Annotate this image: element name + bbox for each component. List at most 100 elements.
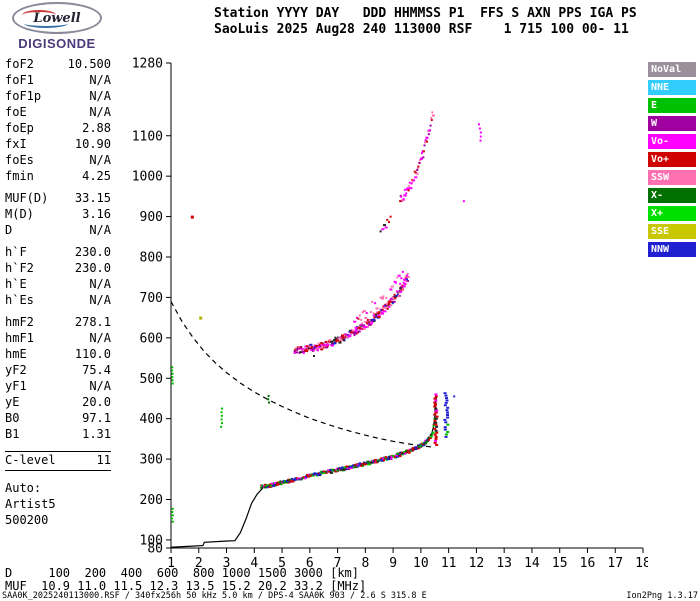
echo-point <box>384 456 387 458</box>
param-row: foEs N/A <box>5 153 111 169</box>
echo-point <box>434 393 438 396</box>
param-value: N/A <box>89 153 111 167</box>
echo-point <box>410 182 413 185</box>
echo-point <box>435 425 439 428</box>
echo-point <box>422 150 425 153</box>
echo-point <box>396 290 398 293</box>
echo-point <box>433 418 436 421</box>
echo-point <box>269 483 272 486</box>
status-file-info: SAA0K_2025240113000.RSF / 340fx256h 50 k… <box>2 591 427 601</box>
echo-point <box>393 280 397 283</box>
echo-point <box>323 344 327 347</box>
param-label: foE <box>5 105 27 119</box>
echo-point <box>399 282 402 285</box>
echo-point <box>355 466 358 468</box>
echo-point <box>339 340 342 343</box>
echo-point <box>389 288 393 291</box>
echo-point <box>274 482 276 485</box>
echo-point <box>356 316 358 319</box>
legend-item-noval: NoVal <box>648 62 696 77</box>
echo-point <box>380 309 383 312</box>
legend-item-x-: X+ <box>648 206 696 221</box>
echo-point <box>366 322 368 325</box>
echo-point <box>444 421 448 424</box>
param-label: fmin <box>5 169 34 183</box>
echo-point <box>415 172 419 175</box>
echo-point <box>220 418 223 421</box>
param-row: hmF2 278.1 <box>5 315 111 331</box>
echo-point <box>403 278 407 281</box>
echo-point <box>369 462 372 465</box>
echo-point <box>386 218 389 221</box>
echo-point <box>419 159 422 162</box>
echo-point <box>381 297 384 300</box>
echo-point <box>368 323 372 326</box>
station-header-columns: Station YYYY DAY DDD HHMMSS P1 FFS S AXN… <box>214 6 637 21</box>
echo-point <box>384 304 387 307</box>
echo-point <box>407 451 410 454</box>
echo-point <box>171 507 174 510</box>
echo-point <box>433 413 437 416</box>
param-value: 10.90 <box>74 137 111 151</box>
echo-point <box>430 433 433 436</box>
echo-point <box>390 285 394 288</box>
param-group: foF2 10.500 foF1 N/A foF1p N/A foE N/A foEp 2.88 f… <box>5 57 111 185</box>
x-tick-label: 1 <box>167 556 175 570</box>
echo-point <box>355 332 358 335</box>
echo-point <box>338 341 342 344</box>
echo-point <box>295 351 299 354</box>
echo-point <box>354 326 358 329</box>
echo-point <box>318 472 321 475</box>
lowell-logo-oval: Lowell <box>12 2 102 34</box>
echo-point <box>418 162 421 164</box>
echo-point <box>402 198 405 201</box>
param-value: 1.31 <box>82 427 111 441</box>
echo-point <box>379 230 382 233</box>
legend-item-sse: SSE <box>648 224 696 239</box>
echo-point <box>317 342 320 345</box>
echo-point <box>424 442 428 445</box>
echo-point <box>369 311 372 313</box>
param-value: N/A <box>89 73 111 87</box>
echo-point <box>434 399 438 402</box>
echo-point <box>407 189 410 192</box>
echo-point <box>411 180 414 183</box>
echo-point <box>329 471 333 474</box>
echo-point <box>402 281 405 284</box>
echo-point <box>199 316 203 320</box>
param-row: hmF1 N/A <box>5 331 111 347</box>
echo-point <box>432 425 435 427</box>
echo-point <box>405 192 408 195</box>
echo-point <box>385 305 389 308</box>
echo-point <box>390 300 394 303</box>
echo-point <box>392 297 395 300</box>
echo-point <box>402 452 406 455</box>
echo-point <box>320 472 324 475</box>
param-row: C-level 11 <box>5 451 111 471</box>
echo-point <box>435 415 439 418</box>
echo-point <box>171 366 174 369</box>
echo-point <box>425 440 428 443</box>
param-label: h`E <box>5 277 27 291</box>
echo-point <box>406 449 409 452</box>
echo-point <box>430 116 433 119</box>
echo-point <box>340 338 344 341</box>
echo-point <box>371 321 373 324</box>
echo-point <box>395 294 398 297</box>
echo-point <box>171 514 174 517</box>
echo-point <box>365 326 368 329</box>
echo-point <box>345 333 348 336</box>
echo-point <box>434 421 438 424</box>
echo-point <box>220 425 223 428</box>
echo-point <box>412 449 415 451</box>
status-bar: SAA0K_2025240113000.RSF / 340fx256h 50 k… <box>2 591 698 601</box>
param-label: C-level <box>5 453 56 467</box>
legend-item-nnw: NNW <box>648 242 696 257</box>
echo-point <box>326 342 328 344</box>
logo-digisonde-text: DIGISONDE <box>18 36 96 51</box>
echo-point <box>433 405 437 408</box>
echo-point <box>392 297 396 300</box>
x-tick-label: 13 <box>496 556 512 570</box>
echo-point <box>434 439 438 442</box>
echo-point <box>296 349 299 352</box>
